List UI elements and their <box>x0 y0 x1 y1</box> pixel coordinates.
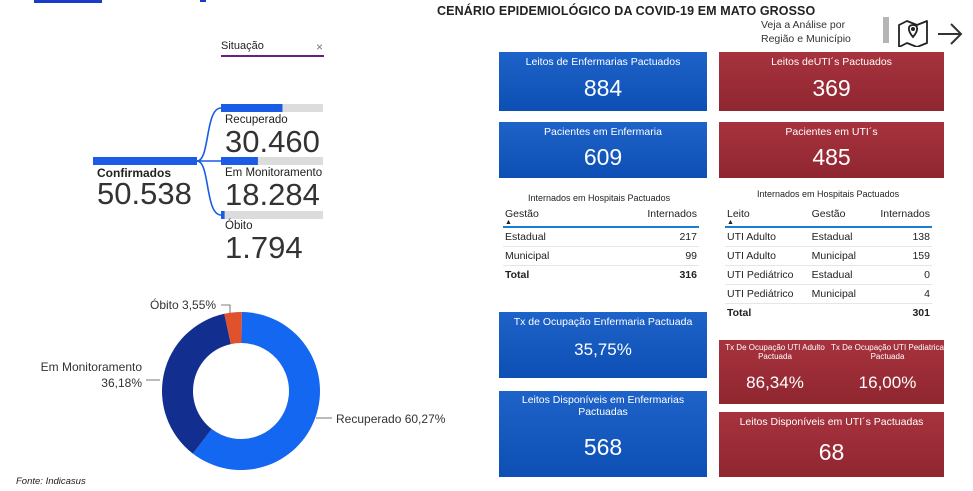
col-header[interactable]: Leito ▲ <box>725 208 810 228</box>
card-value: 609 <box>583 144 623 170</box>
card-pacientes-enfermaria: Pacientes em Enfermaria 609 <box>499 122 707 178</box>
table-uti-title: Internados em Hospitais Pactuados <box>757 189 900 199</box>
card-title: Pacientes em Enfermaria <box>544 126 662 138</box>
root-bar <box>93 157 197 165</box>
card-tx-ocupacao-enfermaria: Tx de Ocupação Enfermaria Pactuada 35,75… <box>499 312 707 378</box>
card-value: 86,34% <box>746 373 804 392</box>
card-pacientes-uti: Pacientes em UTI´s 485 <box>719 122 944 178</box>
situacao-clear-button[interactable]: × <box>316 40 324 54</box>
card-title: Leitos de Enfermarias Pactuados <box>525 56 681 68</box>
card-tx-uti-adulto: Tx De Ocupação UTI Adulto Pactuada 86,34… <box>719 340 831 404</box>
node-label-recuperado: Recuperado <box>225 114 288 126</box>
node-value-obito: 1.794 <box>225 230 303 265</box>
card-tx-ocupacao-uti: Tx De Ocupação UTI Adulto Pactuada 86,34… <box>719 340 944 404</box>
card-disponiveis-uti: Leitos Disponíveis em UTI´s Pactuadas 68 <box>719 412 944 477</box>
situacao-underline <box>221 55 324 57</box>
card-value: 568 <box>583 434 623 460</box>
col-header[interactable]: Gestão ▲ <box>503 208 596 228</box>
node-value-recuperado: 30.460 <box>225 124 320 159</box>
col-header[interactable]: Internados <box>595 208 699 228</box>
card-disponiveis-enfermaria: Leitos Disponíveis em Enfermarias Pactua… <box>499 391 707 477</box>
node-label-monitoramento: Em Monitoramento <box>225 167 323 179</box>
donut-slice-obito <box>224 311 242 345</box>
node-label-obito: Óbito <box>225 220 253 232</box>
root-label: Confirmados <box>97 166 172 180</box>
donut-label-monitoramento: Em Monitoramento 36,18% <box>40 360 142 390</box>
situacao-filter-label[interactable]: Situação <box>221 40 264 52</box>
source-note: Fonte: Indicasus <box>16 476 86 487</box>
table-enf-title: Internados em Hospitais Pactuados <box>528 193 671 203</box>
node-value-monitoramento: 18.284 <box>225 177 320 212</box>
card-title: Leitos Disponíveis em UTI´s Pactuadas <box>739 416 924 428</box>
table-row: UTI Pediátrico Estadual 0 <box>725 265 932 285</box>
root-value: 50.538 <box>97 176 192 211</box>
table-row: UTI Adulto Municipal 159 <box>725 246 932 266</box>
node-bar-track-obito <box>221 211 323 219</box>
table-row: Estadual 217 <box>503 227 699 247</box>
donut-label-obito: Óbito 3,55% <box>150 298 217 312</box>
table-row: UTI Adulto Estadual 138 <box>725 227 932 247</box>
card-leitos-uti: Leitos deUTI´s Pactuados 369 <box>719 52 944 111</box>
card-value: 35,75% <box>574 340 632 359</box>
nav-hint: Veja a Análise por Região e Município <box>761 19 851 45</box>
node-bar-recuperado <box>221 104 283 112</box>
card-title: Tx de Ocupação Enfermaria Pactuada <box>513 316 693 328</box>
arrow-right-icon[interactable] <box>936 22 964 46</box>
table-row: UTI Pediátrico Municipal 4 <box>725 284 932 304</box>
card-value: 369 <box>812 75 851 101</box>
donut-slice-monitoramento <box>162 313 231 454</box>
top-accent-line <box>34 0 102 3</box>
node-bar-obito <box>221 211 225 219</box>
table-total-row: Total 316 <box>503 264 699 284</box>
tree-link-obito <box>196 160 222 216</box>
table-row: Municipal 99 <box>503 246 699 266</box>
node-bar-track-monitoramento <box>221 157 323 165</box>
col-header[interactable]: Internados <box>867 208 932 228</box>
leader-line-obito <box>221 304 231 313</box>
donut-label-recuperado: Recuperado 60,27% <box>336 412 446 426</box>
table-uti: Leito ▲ Gestão Internados UTI Adulto Esta… <box>725 208 932 322</box>
donut-slice-recuperado <box>192 312 321 470</box>
nav-hint-marker <box>883 17 889 43</box>
card-value: 68 <box>818 439 845 465</box>
card-title: Tx De Ocupação UTI Pediatrica Pactuada <box>831 343 944 361</box>
card-leitos-enfermaria: Leitos de Enfermarias Pactuados 884 <box>499 52 707 111</box>
node-bar-monitoramento <box>221 157 258 165</box>
map-pin-icon[interactable] <box>897 17 929 47</box>
card-value: 16,00% <box>858 373 917 392</box>
card-value: 485 <box>812 144 851 170</box>
table-enfermaria: Gestão ▲ Internados Estadual 217 Municipa… <box>503 208 699 284</box>
table-total-row: Total 301 <box>725 302 932 322</box>
card-tx-uti-pediatrica: Tx De Ocupação UTI Pediatrica Pactuada 1… <box>831 340 944 404</box>
page-title: CENÁRIO EPIDEMIOLÓGICO DA COVID-19 EM MA… <box>437 4 816 18</box>
card-value: 884 <box>583 75 623 101</box>
col-header[interactable]: Gestão <box>809 208 868 228</box>
card-title: Leitos deUTI´s Pactuados <box>771 56 892 68</box>
top-accent-dot <box>200 0 206 2</box>
card-title: Leitos Disponíveis em Enfermarias Pactua… <box>521 394 685 418</box>
tree-link-recuperado <box>196 107 222 162</box>
card-title: Pacientes em UTI´s <box>785 126 878 138</box>
card-title: Tx De Ocupação UTI Adulto Pactuada <box>725 343 825 361</box>
